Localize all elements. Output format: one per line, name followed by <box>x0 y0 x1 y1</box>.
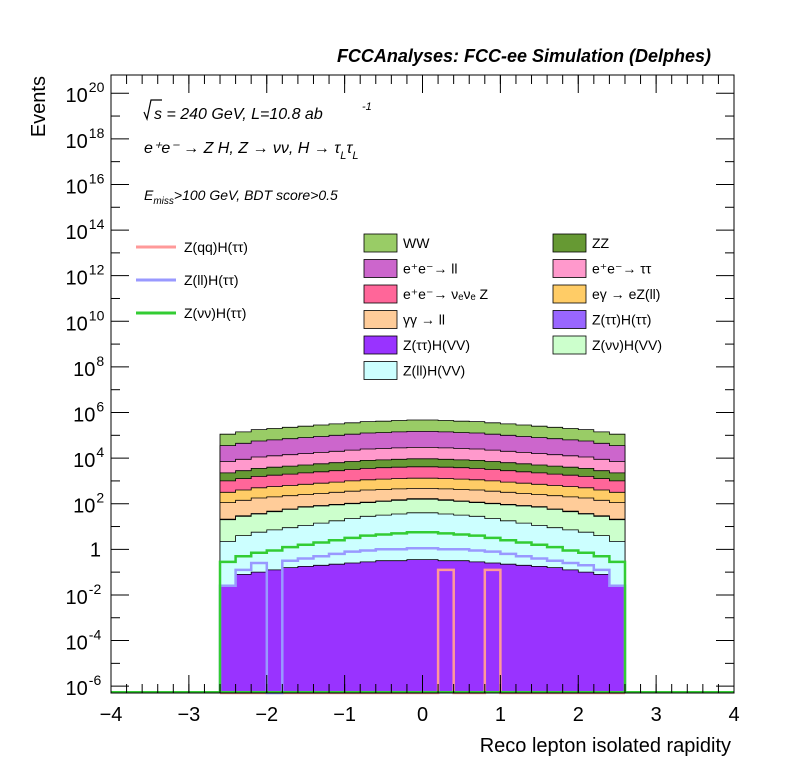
legend-swatch <box>363 361 398 380</box>
y-tick-exponent: -2 <box>89 581 102 597</box>
cut-subscript: miss <box>153 196 174 207</box>
process-subscript-1: L <box>340 150 346 162</box>
legend-swatch <box>363 233 398 253</box>
legend-label: Z(qq)H(ττ) <box>184 239 248 255</box>
y-tick-exponent: -4 <box>89 627 102 643</box>
y-axis-label: Events <box>28 76 50 137</box>
y-tick-label: 10 <box>66 131 88 153</box>
y-tick-label: 10 <box>73 359 95 381</box>
legend-swatch <box>552 310 587 329</box>
y-tick-label: 10 <box>73 496 95 518</box>
legend-label: Z(νν)H(VV) <box>592 337 662 353</box>
energy-exponent: -1 <box>362 101 372 113</box>
x-tick-label: −3 <box>177 704 200 726</box>
cut-text-post: >100 GeV, BDT score>0.5 <box>174 187 338 203</box>
legend-swatch <box>552 259 587 278</box>
legend-swatch <box>552 335 587 355</box>
y-tick-exponent: 18 <box>89 125 105 141</box>
y-tick-label: 10 <box>66 678 88 700</box>
signal-line-3 <box>218 530 627 693</box>
energy-text: s = 240 GeV, L=10.8 ab <box>154 106 323 123</box>
stack-area-1 <box>219 559 626 694</box>
legend-swatch <box>552 233 587 253</box>
legend-swatch <box>363 284 398 304</box>
legend-label: γγ → ll <box>403 312 445 328</box>
y-tick-label: 10 <box>66 587 88 609</box>
y-tick-label: 10 <box>73 450 95 472</box>
y-tick-exponent: 16 <box>89 170 105 186</box>
legend-label: Z(ττ)H(ττ) <box>592 312 651 328</box>
process-tau: τ <box>346 140 353 157</box>
legend-swatch <box>363 259 398 278</box>
process-annotation: e⁺e⁻ → Z H, Z → νν, H → τLτL <box>144 140 358 162</box>
legend-swatch <box>363 310 398 329</box>
y-tick-label: 10 <box>66 85 88 107</box>
x-tick-label: 0 <box>417 704 428 726</box>
legend-label: Z(νν)H(ττ) <box>184 305 246 321</box>
y-tick-exponent: -6 <box>89 672 102 688</box>
y-tick-exponent: 8 <box>96 353 104 369</box>
x-tick-label: −2 <box>255 704 278 726</box>
stack-layer <box>219 419 626 694</box>
y-tick-label: 10 <box>73 405 95 427</box>
svg-text:e⁺e⁻ → Z H, Z → νν, H → τLτL: e⁺e⁻ → Z H, Z → νν, H → τLτL <box>144 140 358 162</box>
cut-text-pre: E <box>144 187 154 203</box>
legend: Z(qq)H(ττ) Z(ll)H(ττ) Z(νν)H(ττ) WW ZZ e⁺e⁻→ … <box>136 233 662 380</box>
legend-label: ZZ <box>592 235 610 251</box>
legend-swatch <box>552 284 587 304</box>
legend-label: Z(ττ)H(VV) <box>403 337 470 353</box>
svg-text:Emiss>100 GeV, BDT score>0.5: Emiss>100 GeV, BDT score>0.5 <box>144 187 338 207</box>
x-axis-label: Reco lepton isolated rapidity <box>480 735 731 757</box>
cut-annotation: Emiss>100 GeV, BDT score>0.5 <box>144 187 338 207</box>
y-tick-label: 10 <box>66 176 88 198</box>
y-tick-label: 1 <box>90 539 101 561</box>
y-tick-exponent: 2 <box>96 490 104 506</box>
y-tick-label: 10 <box>66 268 88 290</box>
legend-label: e⁺e⁻→ ll <box>403 261 457 277</box>
x-tick-label: 4 <box>728 704 739 726</box>
x-tick-label: −4 <box>100 704 123 726</box>
y-tick-exponent: 12 <box>89 262 105 278</box>
y-tick-exponent: 10 <box>89 307 105 323</box>
legend-label: eγ → eZ(ll) <box>592 286 660 302</box>
sqrt-sign <box>143 99 162 121</box>
legend-label: Z(ll)H(ττ) <box>184 272 239 288</box>
y-tick-label: 10 <box>66 633 88 655</box>
legend-swatch <box>363 335 398 355</box>
y-tick-label: 10 <box>66 313 88 335</box>
x-tick-label: 1 <box>495 704 506 726</box>
legend-label: Z(ll)H(VV) <box>403 363 465 379</box>
y-tick-exponent: 6 <box>96 399 104 415</box>
signal-line-2 <box>218 546 627 695</box>
y-tick-exponent: 14 <box>89 216 105 232</box>
y-tick-exponent: 4 <box>96 444 104 460</box>
x-tick-label: 3 <box>651 704 662 726</box>
x-tick-label: 2 <box>573 704 584 726</box>
legend-label: WW <box>403 235 430 251</box>
legend-label: e⁺e⁻→ νₑνₑ Z <box>403 286 489 302</box>
x-tick-label: −1 <box>333 704 356 726</box>
energy-annotation: s = 240 GeV, L=10.8 ab -1 <box>143 99 372 123</box>
chart-title: FCCAnalyses: FCC-ee Simulation (Delphes) <box>337 46 711 66</box>
process-text: e⁺e⁻ → Z H, Z → νν, H → τ <box>144 140 341 157</box>
y-tick-exponent: 20 <box>89 79 105 95</box>
legend-label: e⁺e⁻→ ττ <box>592 261 652 277</box>
process-subscript-2: L <box>352 150 358 162</box>
y-tick-label: 10 <box>66 222 88 244</box>
